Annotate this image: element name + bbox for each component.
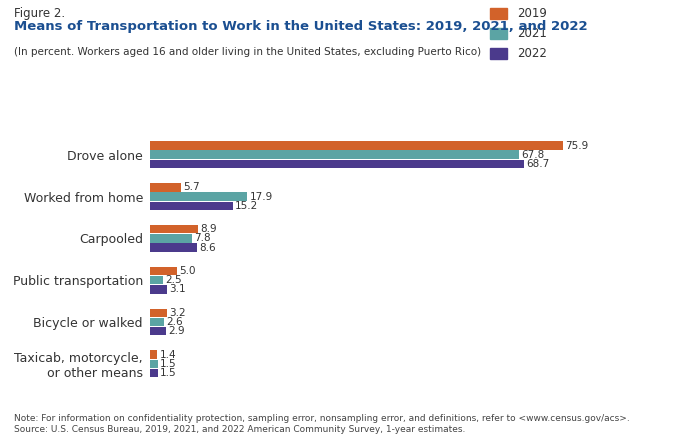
- Bar: [150, 192, 247, 201]
- Text: 1.5: 1.5: [160, 359, 177, 369]
- Text: 2022: 2022: [518, 47, 548, 60]
- Bar: [150, 234, 192, 243]
- Text: 2.9: 2.9: [168, 326, 185, 336]
- Bar: [150, 151, 519, 159]
- Text: 5.0: 5.0: [179, 266, 195, 276]
- Text: Figure 2.: Figure 2.: [14, 7, 65, 20]
- Text: 67.8: 67.8: [522, 150, 545, 160]
- Bar: [150, 359, 158, 368]
- Bar: [150, 327, 165, 335]
- Text: 5.7: 5.7: [183, 182, 200, 192]
- Text: 7.8: 7.8: [195, 233, 211, 243]
- Bar: [150, 308, 168, 317]
- Text: 2021: 2021: [518, 27, 548, 40]
- Text: 8.9: 8.9: [200, 224, 217, 234]
- Bar: [150, 276, 163, 284]
- Text: 1.5: 1.5: [160, 368, 177, 378]
- Text: 8.6: 8.6: [199, 243, 215, 253]
- Bar: [150, 183, 181, 192]
- Text: 17.9: 17.9: [249, 191, 273, 202]
- Text: 15.2: 15.2: [235, 201, 258, 211]
- Text: 2.6: 2.6: [166, 317, 183, 327]
- Text: (In percent. Workers aged 16 and older living in the United States, excluding Pu: (In percent. Workers aged 16 and older l…: [14, 47, 481, 57]
- Text: 2019: 2019: [518, 7, 548, 20]
- Bar: [150, 243, 197, 252]
- Bar: [150, 160, 524, 168]
- Text: 68.7: 68.7: [526, 159, 550, 169]
- Text: Note: For information on confidentiality protection, sampling error, nonsampling: Note: For information on confidentiality…: [14, 414, 629, 434]
- Bar: [150, 225, 198, 233]
- Bar: [150, 267, 177, 275]
- Bar: [150, 350, 157, 359]
- Text: 3.2: 3.2: [170, 308, 186, 318]
- Text: 2.5: 2.5: [165, 275, 183, 285]
- Text: Means of Transportation to Work in the United States: 2019, 2021, and 2022: Means of Transportation to Work in the U…: [14, 20, 587, 33]
- Bar: [150, 318, 164, 326]
- Text: 3.1: 3.1: [169, 284, 185, 295]
- Bar: [150, 369, 158, 377]
- Text: 75.9: 75.9: [565, 140, 589, 151]
- Bar: [150, 202, 233, 210]
- Bar: [150, 141, 563, 150]
- Bar: [150, 285, 167, 294]
- Text: 1.4: 1.4: [159, 350, 176, 359]
